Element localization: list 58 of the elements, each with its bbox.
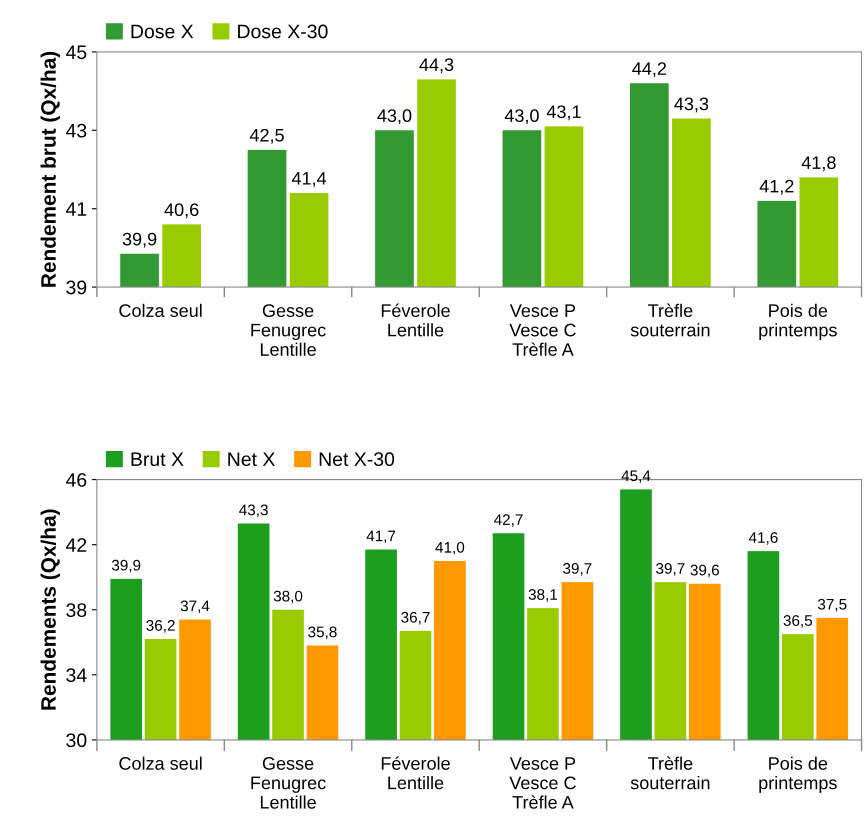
legend-label: Dose X-30 bbox=[238, 24, 328, 38]
x-tick-label: Gesse Fenugrec Lentille bbox=[251, 304, 326, 356]
data-label: 43,0 bbox=[504, 109, 539, 124]
x-tick-label: Vesce P Vesce C Trèfle A bbox=[509, 304, 576, 356]
data-label: 41,7 bbox=[366, 530, 396, 544]
x-tick-label: Pois de printemps bbox=[759, 756, 837, 793]
data-label: 43,1 bbox=[546, 105, 581, 120]
x-tick-label: Féverole Lentille bbox=[382, 304, 450, 336]
data-label: 41,6 bbox=[748, 532, 778, 545]
y-tick-label: 46 bbox=[66, 473, 86, 487]
x-tick-label: Colza seul bbox=[119, 304, 202, 318]
y-tick-label: 39 bbox=[66, 280, 86, 294]
data-label: 44,2 bbox=[632, 62, 666, 78]
data-label: 38,0 bbox=[274, 590, 302, 604]
data-label: 41,0 bbox=[435, 542, 464, 555]
data-label: 43,3 bbox=[674, 97, 708, 112]
data-label: 42,5 bbox=[250, 128, 284, 144]
x-tick-label: Vesce P Vesce C Trèfle A bbox=[509, 757, 576, 809]
legend-label: Net X bbox=[228, 452, 275, 466]
data-label: 44,3 bbox=[419, 58, 454, 74]
data-label: 40,6 bbox=[164, 203, 198, 218]
data-label: 39,9 bbox=[112, 560, 140, 572]
y-axis-title: Rendement brut (Qx/ha) bbox=[40, 52, 60, 287]
x-tick-label: Trèfle souterrain bbox=[630, 756, 710, 790]
data-label: 37,5 bbox=[818, 598, 846, 612]
legend-label: Dose X bbox=[132, 24, 194, 38]
y-tick-label: 41 bbox=[66, 202, 86, 216]
data-label: 41,2 bbox=[760, 180, 794, 195]
data-label: 36,2 bbox=[146, 620, 175, 633]
data-label: 39,7 bbox=[656, 563, 684, 576]
y-tick-label: 45 bbox=[66, 46, 86, 60]
data-label: 39,6 bbox=[690, 564, 719, 578]
data-label: 36,5 bbox=[784, 615, 812, 628]
legend-label: Net X-30 bbox=[320, 452, 394, 466]
data-label: 41,8 bbox=[802, 156, 836, 172]
data-label: 38,1 bbox=[528, 589, 558, 602]
y-tick-label: 38 bbox=[66, 603, 86, 617]
data-label: 39,7 bbox=[563, 563, 592, 576]
x-tick-label: Pois de printemps bbox=[759, 304, 837, 340]
legend-label: Brut X bbox=[132, 452, 184, 466]
y-tick-label: 34 bbox=[66, 668, 87, 682]
x-tick-label: Trèfle souterrain bbox=[630, 304, 710, 336]
y-tick-label: 43 bbox=[66, 124, 86, 138]
x-tick-label: Gesse Fenugrec Lentille bbox=[251, 757, 326, 809]
y-tick-label: 30 bbox=[66, 733, 86, 748]
data-label: 35,8 bbox=[308, 626, 337, 640]
y-axis-title: Rendements (Qx/ha) bbox=[40, 509, 60, 710]
data-label: 39,9 bbox=[122, 232, 156, 248]
data-label: 37,4 bbox=[180, 600, 210, 614]
x-tick-label: Féverole Lentille bbox=[382, 756, 450, 790]
data-label: 41,4 bbox=[292, 172, 326, 187]
data-label: 43,3 bbox=[239, 504, 268, 518]
x-tick-label: Colza seul bbox=[119, 756, 202, 770]
data-label: 43,0 bbox=[377, 109, 412, 124]
y-tick-label: 42 bbox=[66, 538, 86, 552]
data-label: 45,4 bbox=[621, 470, 650, 483]
data-label: 42,7 bbox=[494, 514, 523, 527]
data-label: 36,7 bbox=[401, 612, 430, 624]
